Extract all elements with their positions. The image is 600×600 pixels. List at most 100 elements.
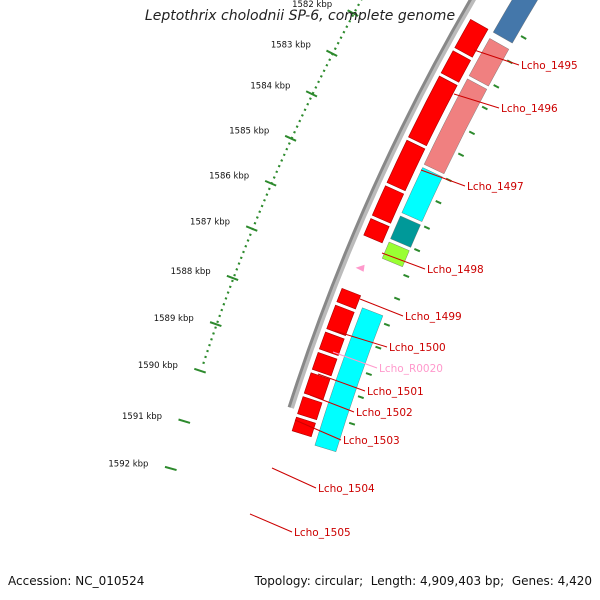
label-leader (309, 394, 355, 413)
topology-value: circular (314, 574, 360, 588)
label-leader (334, 330, 388, 348)
stats-sep: ; (359, 574, 367, 588)
stats-sep: ; (500, 574, 509, 588)
ruler-label: 1586 kbp (209, 172, 249, 182)
ruler-label: 1587 kbp (190, 217, 230, 227)
ruler-tick (284, 134, 297, 142)
accession-value: NC_010524 (75, 574, 145, 588)
ruler-tick (305, 90, 318, 98)
ruler-tick (245, 225, 258, 232)
gene-label: Lcho_1500 (389, 342, 446, 354)
label-leader (473, 49, 520, 66)
gene-label: Lcho_1505 (294, 527, 351, 539)
ruler-label: 1591 kbp (122, 412, 162, 422)
forward-gene-arrow (371, 185, 405, 224)
ruler-label: 1582 kbp (292, 0, 332, 10)
label-leader (453, 93, 500, 109)
gene-label: Lcho_1504 (318, 483, 375, 495)
label-leader (271, 467, 317, 489)
minor-tick (457, 152, 465, 158)
minor-tick (375, 345, 382, 350)
forward-gene-arrow (408, 75, 458, 147)
minor-tick (413, 248, 421, 253)
map-title: Leptothrix cholodnii SP-6, complete geno… (144, 8, 456, 24)
gene-label: Lcho_1503 (343, 435, 400, 447)
minor-tick (365, 372, 373, 376)
reverse-gene-arrow (401, 167, 443, 222)
genes-label: Genes: (511, 574, 554, 588)
ruler-tick (178, 418, 191, 424)
forward-gene-arrow (291, 416, 316, 438)
ruler-tick (226, 274, 239, 281)
label-layer: Lcho_1495 Lcho_1496 Lcho_1497 Lcho_1498 Lcho… (249, 49, 578, 539)
ruler-tick (164, 465, 177, 471)
ruler-label: 1584 kbp (250, 82, 290, 92)
ruler-label: 1589 kbp (154, 314, 194, 324)
feature-layer (291, 0, 538, 452)
genes-value: 4,420 (557, 574, 592, 588)
reverse-gene-arrow (468, 38, 510, 87)
ruler-label: 1590 kbp (138, 361, 178, 371)
label-leader (381, 252, 426, 270)
ruler-tick (209, 321, 222, 328)
minor-tick (468, 130, 476, 136)
minor-tick (423, 225, 431, 230)
minor-tick (383, 322, 391, 327)
minor-tick (393, 296, 401, 301)
ruler-tick (326, 49, 338, 57)
label-leader (332, 351, 378, 369)
label-leader (294, 419, 342, 441)
forward-gene-arrow (326, 304, 355, 336)
minor-tick (348, 421, 356, 426)
label-leader (359, 298, 404, 317)
forward-gene-arrow (318, 331, 345, 357)
gene-label: Lcho_R0020 (379, 363, 443, 375)
reverse-gene-arrow (423, 78, 488, 175)
ruler-label: 1592 kbp (108, 459, 148, 469)
minor-tick (493, 84, 500, 89)
ruler-label: 1583 kbp (271, 41, 311, 51)
minor-tick (357, 395, 365, 400)
forward-gene-arrow (311, 351, 338, 377)
label-leader (317, 373, 366, 392)
forward-gene-arrow (363, 218, 390, 244)
ruler-tick (264, 179, 277, 187)
topology-label: Topology: (254, 574, 311, 588)
label-leader (249, 513, 293, 533)
gene-label: Lcho_1495 (521, 60, 578, 72)
gene-label: Lcho_1502 (356, 407, 413, 419)
genome-stats: Topology: circular; Length: 4,909,403 bp… (255, 574, 592, 588)
forward-gene-arrow (454, 18, 489, 58)
minor-tick (481, 105, 488, 111)
ruler-label: 1588 kbp (171, 267, 211, 277)
ruler-layer: 1582 kbp 1583 kbp 1584 kbp 1585 kbp 1586 kbp… (108, 0, 363, 471)
gene-label: Lcho_1499 (405, 311, 462, 323)
forward-gene-arrow (297, 396, 323, 421)
forward-gene-arrow (336, 287, 362, 310)
reverse-gene-arrow (314, 307, 384, 452)
minor-tick (435, 200, 442, 205)
accession-info: Accession: NC_010524 (8, 574, 144, 588)
gene-label: Lcho_1496 (501, 103, 558, 115)
reverse-gene-arrow (492, 0, 538, 44)
forward-gene-arrow (440, 50, 472, 83)
minor-tick (520, 35, 527, 40)
backbone (287, 0, 472, 408)
ruler-tick (347, 9, 359, 17)
backbone-shadow (288, 0, 477, 409)
ruler-label: 1585 kbp (229, 126, 269, 136)
length-value: 4,909,403 bp (420, 574, 501, 588)
forward-gene-arrow (386, 139, 426, 192)
ruler-tick (193, 367, 207, 374)
label-leader (420, 169, 466, 187)
length-label: Length: (370, 574, 417, 588)
accession-label: Accession: (8, 574, 72, 588)
reverse-gene-arrow (390, 215, 421, 248)
minor-tick (403, 273, 410, 279)
rna-marker (355, 264, 365, 272)
backbone-layer (287, 0, 477, 409)
gene-label: Lcho_1501 (367, 386, 424, 398)
gene-label: Lcho_1498 (427, 264, 484, 276)
forward-gene-arrow (303, 372, 331, 400)
